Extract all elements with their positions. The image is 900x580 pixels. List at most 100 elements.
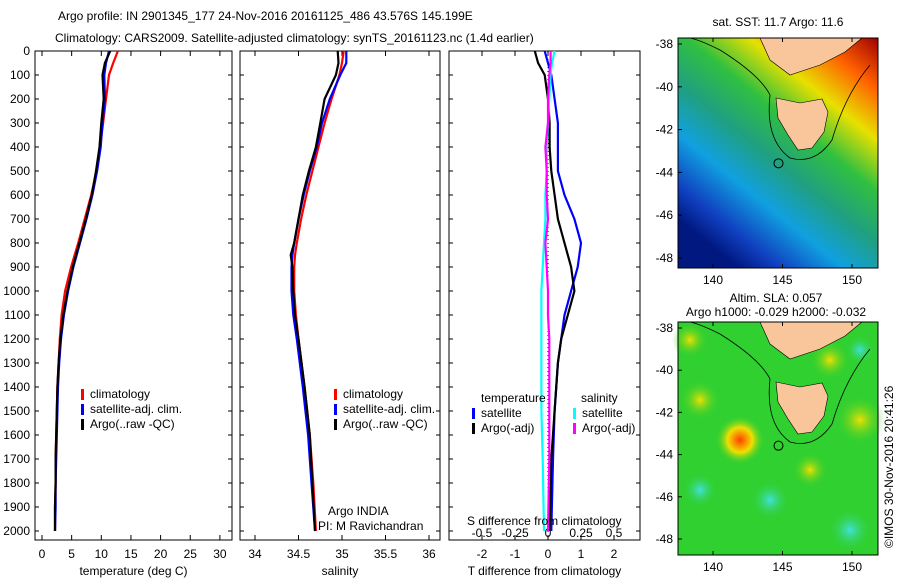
y-tick-label: 600 (10, 188, 30, 202)
legend-title: salinity (581, 391, 618, 405)
sla-anomaly (792, 452, 828, 488)
legend-label: Argo(..raw -QC) (90, 417, 175, 431)
legend-label: climatology (343, 387, 403, 401)
x-tick-label: 10 (95, 547, 109, 561)
sla-map-subtitle: Argo h1000: -0.029 h2000: -0.032 (686, 305, 866, 319)
sla-anomaly (845, 335, 875, 365)
y-tick-label: 0 (23, 44, 30, 58)
y-tick-label: 400 (10, 140, 30, 154)
y-tick-label: 500 (10, 164, 30, 178)
x-axis-label: salinity (322, 564, 359, 578)
x2-tick-label: 0.5 (606, 526, 623, 540)
series-line (53, 50, 119, 531)
x-axis-label: T difference from climatology (468, 564, 622, 578)
x-tick-label: 20 (154, 547, 168, 561)
x-tick-label: 150 (842, 273, 862, 287)
x-tick-label: 140 (703, 273, 723, 287)
sla-map: 140 145 150 -38 -40 -42 -44 -46 -48 (656, 321, 885, 574)
legend-swatch (81, 389, 84, 400)
map-frame (677, 321, 879, 556)
plot-frame (34, 50, 233, 541)
legend-label: satellite-adj. clim. (343, 402, 435, 416)
y-tick-label: 2000 (3, 524, 30, 538)
x-tick-label: -1 (510, 547, 521, 561)
x-tick-label: 15 (124, 547, 138, 561)
temperature-panel: 0100200300400500600700800900100011001200… (3, 44, 233, 578)
y-tick-label: 100 (10, 68, 30, 82)
x-tick-label: 36 (422, 547, 436, 561)
x-tick-label: 0 (39, 547, 46, 561)
x2-tick-label: -0.25 (501, 526, 529, 540)
y-tick-label: -40 (656, 363, 674, 377)
mainland-land (700, 37, 863, 76)
legend-swatch (472, 423, 475, 434)
x-tick-label: 1 (578, 547, 585, 561)
y-tick-label: 800 (10, 236, 30, 250)
tasmania-land (775, 97, 829, 151)
argo-location-marker (773, 440, 784, 451)
legend-swatch (573, 408, 576, 419)
plot-frame (239, 50, 441, 541)
x-tick-label: 150 (842, 560, 862, 574)
title-line-2: Climatology: CARS2009. Satellite-adjuste… (55, 31, 534, 45)
x-tick-label: 34.5 (287, 547, 311, 561)
plot-frame (448, 50, 641, 541)
series-line (53, 50, 112, 531)
x-tick-label: 145 (772, 273, 792, 287)
series-line (540, 50, 556, 532)
x-tick-label: 2 (611, 547, 618, 561)
legend-label: satellite (582, 406, 623, 420)
x-tick-label: 30 (213, 547, 227, 561)
series-line (544, 51, 552, 532)
y-tick-label: -46 (656, 490, 674, 504)
y-tick-label: 1200 (3, 332, 30, 346)
sla-anomaly (715, 415, 765, 465)
annotation-text: PI: M Ravichandran (318, 519, 423, 533)
sla-anomaly (810, 340, 850, 380)
x2-axis-label: S difference from climatology (467, 514, 622, 528)
map-frame (677, 37, 879, 269)
legend-swatch (334, 389, 337, 400)
y-tick-label: -40 (656, 80, 674, 94)
y-tick-label: -46 (656, 208, 674, 222)
y-tick-label: 300 (10, 116, 30, 130)
sla-anomaly (680, 380, 720, 420)
x-tick-label: 35 (335, 547, 349, 561)
y-tick-label: 1900 (3, 500, 30, 514)
sla-anomaly (835, 395, 885, 445)
x-tick-label: 35.5 (374, 547, 398, 561)
series-line (290, 51, 348, 532)
credit-text: ©IMOS 30-Nov-2016 20:41:26 (882, 385, 896, 548)
legend-swatch (472, 408, 475, 419)
y-tick-label: -42 (656, 123, 674, 137)
legend-label: Argo(..raw -QC) (343, 417, 428, 431)
sla-anomaly (750, 480, 790, 520)
legend-swatch (334, 404, 337, 415)
y-tick-label: 1300 (3, 356, 30, 370)
annotation-text: Argo INDIA (328, 504, 389, 518)
legend-label: Argo(-adj) (481, 421, 534, 435)
x-tick-label: -2 (477, 547, 488, 561)
y-tick-label: 1000 (3, 284, 30, 298)
x-tick-label: 5 (68, 547, 75, 561)
sst-map-title: sat. SST: 11.7 Argo: 11.6 (713, 15, 844, 29)
legend-label: climatology (90, 387, 150, 401)
y-tick-label: 1600 (3, 428, 30, 442)
y-tick-label: -42 (656, 405, 674, 419)
tasmania-land (775, 381, 829, 435)
x2-tick-label: 0 (545, 526, 552, 540)
sla-anomaly (672, 322, 708, 358)
x-axis-label: temperature (deg C) (79, 564, 187, 578)
x2-tick-label: 0.25 (569, 526, 593, 540)
y-tick-label: 1500 (3, 404, 30, 418)
legend-label: satellite-adj. clim. (90, 402, 182, 416)
legend-label: satellite (481, 406, 522, 420)
y-tick-label: -38 (656, 37, 674, 51)
y-tick-label: -48 (656, 532, 674, 546)
y-tick-label: 1100 (4, 308, 30, 322)
legend-swatch (81, 404, 84, 415)
sst-map: 140 145 150 -38 -40 -42 -44 -46 -48 (656, 37, 879, 287)
x2-tick-label: -0.5 (472, 526, 493, 540)
salinity-panel: 34 34.5 35 35.5 36 salinity climatologysatelli… (239, 50, 441, 578)
